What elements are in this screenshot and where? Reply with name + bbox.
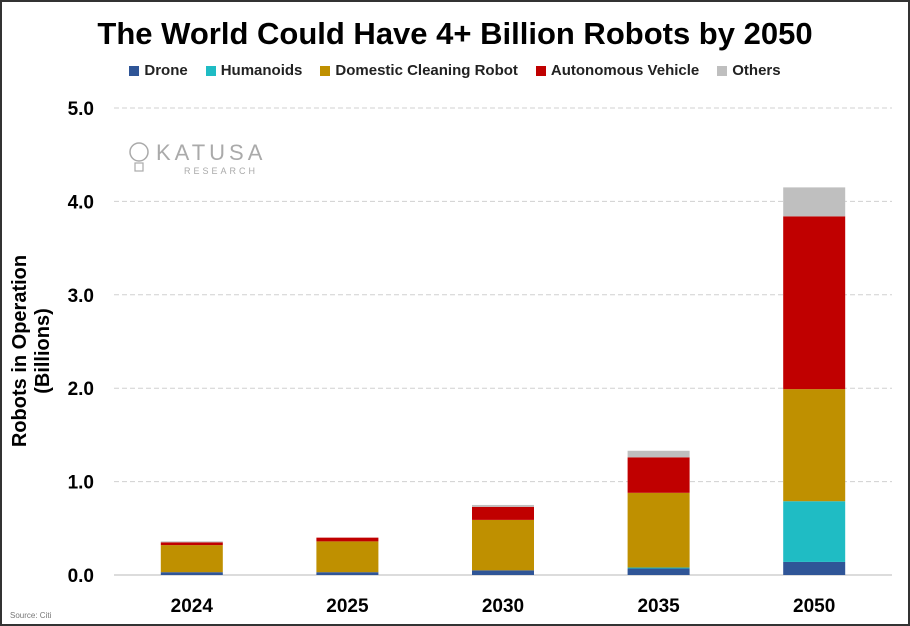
logo-name: KATUSA [156, 140, 267, 165]
y-tick-label: 4.0 [68, 192, 94, 213]
legend-label: Drone [144, 62, 188, 79]
chart-title: The World Could Have 4+ Billion Robots b… [97, 16, 813, 51]
bar-segment [472, 506, 534, 520]
y-tick-label: 1.0 [68, 473, 94, 494]
bar-segment [783, 501, 846, 562]
bar-segment [472, 570, 534, 575]
bar-segment [472, 504, 534, 507]
legend-item: Domestic Cleaning Robot [320, 62, 518, 79]
bar-segment [160, 545, 223, 573]
legend: Drone Humanoids Domestic Cleaning Robot Aut… [2, 62, 908, 79]
logo-subtitle: RESEARCH [184, 166, 259, 176]
legend-label: Humanoids [220, 62, 303, 79]
legend-swatch [717, 65, 728, 76]
legend-item: Others [717, 62, 781, 79]
bar-segment [627, 567, 690, 569]
bar-segment [316, 541, 379, 573]
x-tick-label: 2030 [482, 596, 524, 617]
bar-segment [472, 519, 534, 571]
y-tick-label: 0.0 [68, 566, 94, 587]
bar-segment [783, 216, 846, 390]
bar-segment [783, 561, 846, 575]
katusa-logo: KATUSA RESEARCH [128, 140, 266, 176]
lightbulb-icon [129, 142, 149, 172]
bar-segment [783, 389, 846, 502]
x-tick-label: 2035 [637, 596, 680, 617]
x-tick-label: 2050 [793, 596, 835, 617]
bar-segment [160, 572, 223, 575]
bar-segment [316, 572, 379, 575]
x-tick-label: 2025 [326, 596, 369, 617]
legend-swatch [129, 65, 140, 76]
source-note: Source: Citi [10, 611, 52, 620]
legend-label: Domestic Cleaning Robot [335, 62, 518, 79]
bar-segment [316, 537, 379, 542]
legend-swatch [535, 65, 546, 76]
y-tick-label: 5.0 [68, 99, 94, 120]
bar-segment [160, 541, 223, 543]
x-tick-label: 2024 [171, 596, 214, 617]
bar-segment [160, 542, 223, 546]
y-tick-label: 2.0 [68, 379, 94, 400]
legend-label: Autonomous Vehicle [550, 62, 700, 79]
legend-item: Drone [129, 62, 188, 79]
bar-segment [627, 450, 690, 458]
legend-label: Others [732, 62, 781, 79]
y-tick-label: 3.0 [68, 286, 94, 307]
legend-item: Humanoids [205, 62, 303, 79]
bar-segment [627, 568, 690, 575]
bar-segment [627, 457, 690, 493]
legend-swatch [320, 65, 331, 76]
legend-swatch [205, 65, 216, 76]
legend-item: Autonomous Vehicle [535, 62, 700, 79]
bar-segment [627, 492, 690, 568]
bar-segment [783, 187, 846, 217]
